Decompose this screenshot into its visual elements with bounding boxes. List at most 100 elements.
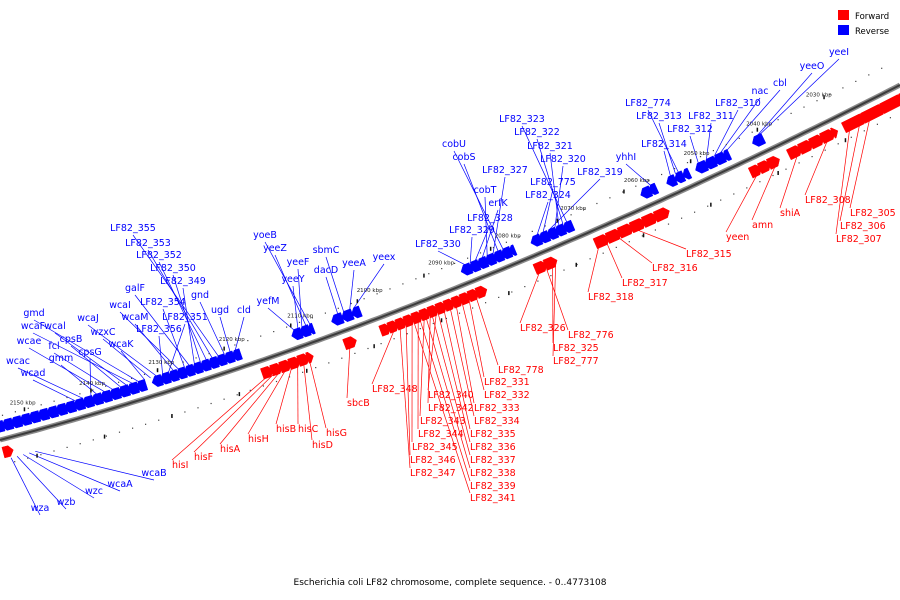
tick-dot xyxy=(354,352,356,354)
gene-label-lf82-315: LF82_315 xyxy=(686,249,732,260)
gene-label-lf82-348: LF82_348 xyxy=(372,384,418,395)
tick-dot xyxy=(622,191,624,193)
tick-dot xyxy=(570,214,572,216)
gene-label-cobu: cobU xyxy=(442,139,466,150)
callout-line xyxy=(158,261,207,361)
tick-dot xyxy=(485,302,487,304)
reverse-gene-arrow xyxy=(231,348,243,361)
tick-dot xyxy=(324,312,326,314)
callout-line xyxy=(484,196,488,256)
reverse-gene-arrow xyxy=(351,305,363,319)
gene-label-lf82-335: LF82_335 xyxy=(470,429,516,440)
tick-dot xyxy=(550,275,552,277)
gene-label-lf82-332: LF82_332 xyxy=(484,390,530,401)
tick-dot xyxy=(286,326,288,328)
gene-label-lf82-326: LF82_326 xyxy=(520,323,566,334)
tick-dot xyxy=(210,402,212,405)
callout-line xyxy=(17,367,84,399)
tick-major xyxy=(306,368,308,373)
callout-line xyxy=(349,269,355,310)
tick-dot xyxy=(402,283,404,285)
callout-line xyxy=(219,316,231,353)
gene-label-gmm: gmm xyxy=(49,353,74,364)
tick-dot xyxy=(79,443,81,445)
callout-line xyxy=(492,176,506,254)
tick-dot xyxy=(609,197,611,199)
callout-line xyxy=(437,313,471,443)
tick-dot xyxy=(881,67,883,69)
callout-line xyxy=(714,109,739,157)
tick-label: 2080 kbp xyxy=(495,234,521,240)
reverse-gene-arrow xyxy=(752,132,767,147)
gene-label-hisc: hisC xyxy=(298,424,319,435)
tick-dot xyxy=(694,211,696,213)
tick-dot xyxy=(419,328,421,330)
forward-gene-arrow xyxy=(829,127,839,139)
gene-label-lf82-355: LF82_355 xyxy=(110,223,156,234)
gene-label-wzxc: wzxC xyxy=(90,327,115,338)
tick-major xyxy=(642,233,645,238)
tick-dot xyxy=(876,123,878,125)
callout-line xyxy=(476,297,499,366)
tick-label: 2130 kbp xyxy=(148,360,174,366)
callout-line xyxy=(751,165,776,221)
reverse-gene-arrow xyxy=(648,182,660,196)
callout-line xyxy=(325,256,345,313)
tick-dot xyxy=(544,225,546,227)
tick-dot xyxy=(223,398,225,400)
gene-label-wcab: wcaB xyxy=(141,468,166,479)
tick-major xyxy=(440,318,443,323)
tick-dot xyxy=(674,168,676,170)
gene-label-lf82-351: LF82_351 xyxy=(162,312,208,323)
callout-line xyxy=(193,374,274,453)
tick-major xyxy=(777,171,779,175)
tick-label: 2110 kbp xyxy=(287,314,313,320)
callout-line xyxy=(587,246,600,293)
gene-label-lf82-307: LF82_307 xyxy=(836,234,882,245)
callout-line xyxy=(168,323,186,373)
callout-line xyxy=(779,154,798,209)
tick-dot xyxy=(505,241,507,243)
callout-line xyxy=(725,174,758,233)
callout-line xyxy=(54,332,127,386)
callout-line xyxy=(425,317,471,469)
callout-line xyxy=(481,209,499,259)
gene-label-lf82-349: LF82_349 xyxy=(160,276,206,287)
tick-dot xyxy=(738,137,740,139)
tick-dot xyxy=(472,307,474,309)
tick-major xyxy=(689,159,692,164)
tick-label: 2120 kbp xyxy=(219,337,245,343)
callout-line xyxy=(618,237,653,264)
callout-line xyxy=(353,263,385,309)
tick-dot xyxy=(785,168,787,170)
tick-dot xyxy=(337,307,339,309)
tick-major xyxy=(423,273,425,278)
gene-label-lf82-312: LF82_312 xyxy=(667,124,713,135)
callout-line xyxy=(647,109,679,173)
tick-dot xyxy=(262,385,264,387)
callout-line xyxy=(119,311,179,370)
reverse-gene-arrow xyxy=(135,378,149,392)
gene-label-lf82-333: LF82_333 xyxy=(474,403,520,414)
forward-gene-arrow xyxy=(474,285,488,299)
tick-dot xyxy=(811,156,813,158)
tick-dot xyxy=(498,296,500,298)
reverse-gene-arrow xyxy=(682,167,693,180)
gene-label-lf82-310: LF82_310 xyxy=(715,98,761,109)
gene-label-wcal: wcal xyxy=(44,321,65,332)
tick-label: 2090 kbp xyxy=(428,261,454,267)
gene-label-shia: shiA xyxy=(780,208,801,219)
callout-line xyxy=(87,324,157,377)
tick-dot xyxy=(537,280,539,282)
tick-dot xyxy=(53,400,55,402)
callout-line xyxy=(147,249,213,359)
callout-line xyxy=(267,307,295,331)
tick-dot xyxy=(132,427,134,429)
tick-dot xyxy=(247,340,249,342)
callout-line xyxy=(431,315,471,456)
callout-line xyxy=(759,58,840,135)
tick-dot xyxy=(66,396,68,399)
chromosome-backbone xyxy=(0,82,900,443)
tick-dot xyxy=(350,302,352,305)
tick-major xyxy=(290,323,292,328)
